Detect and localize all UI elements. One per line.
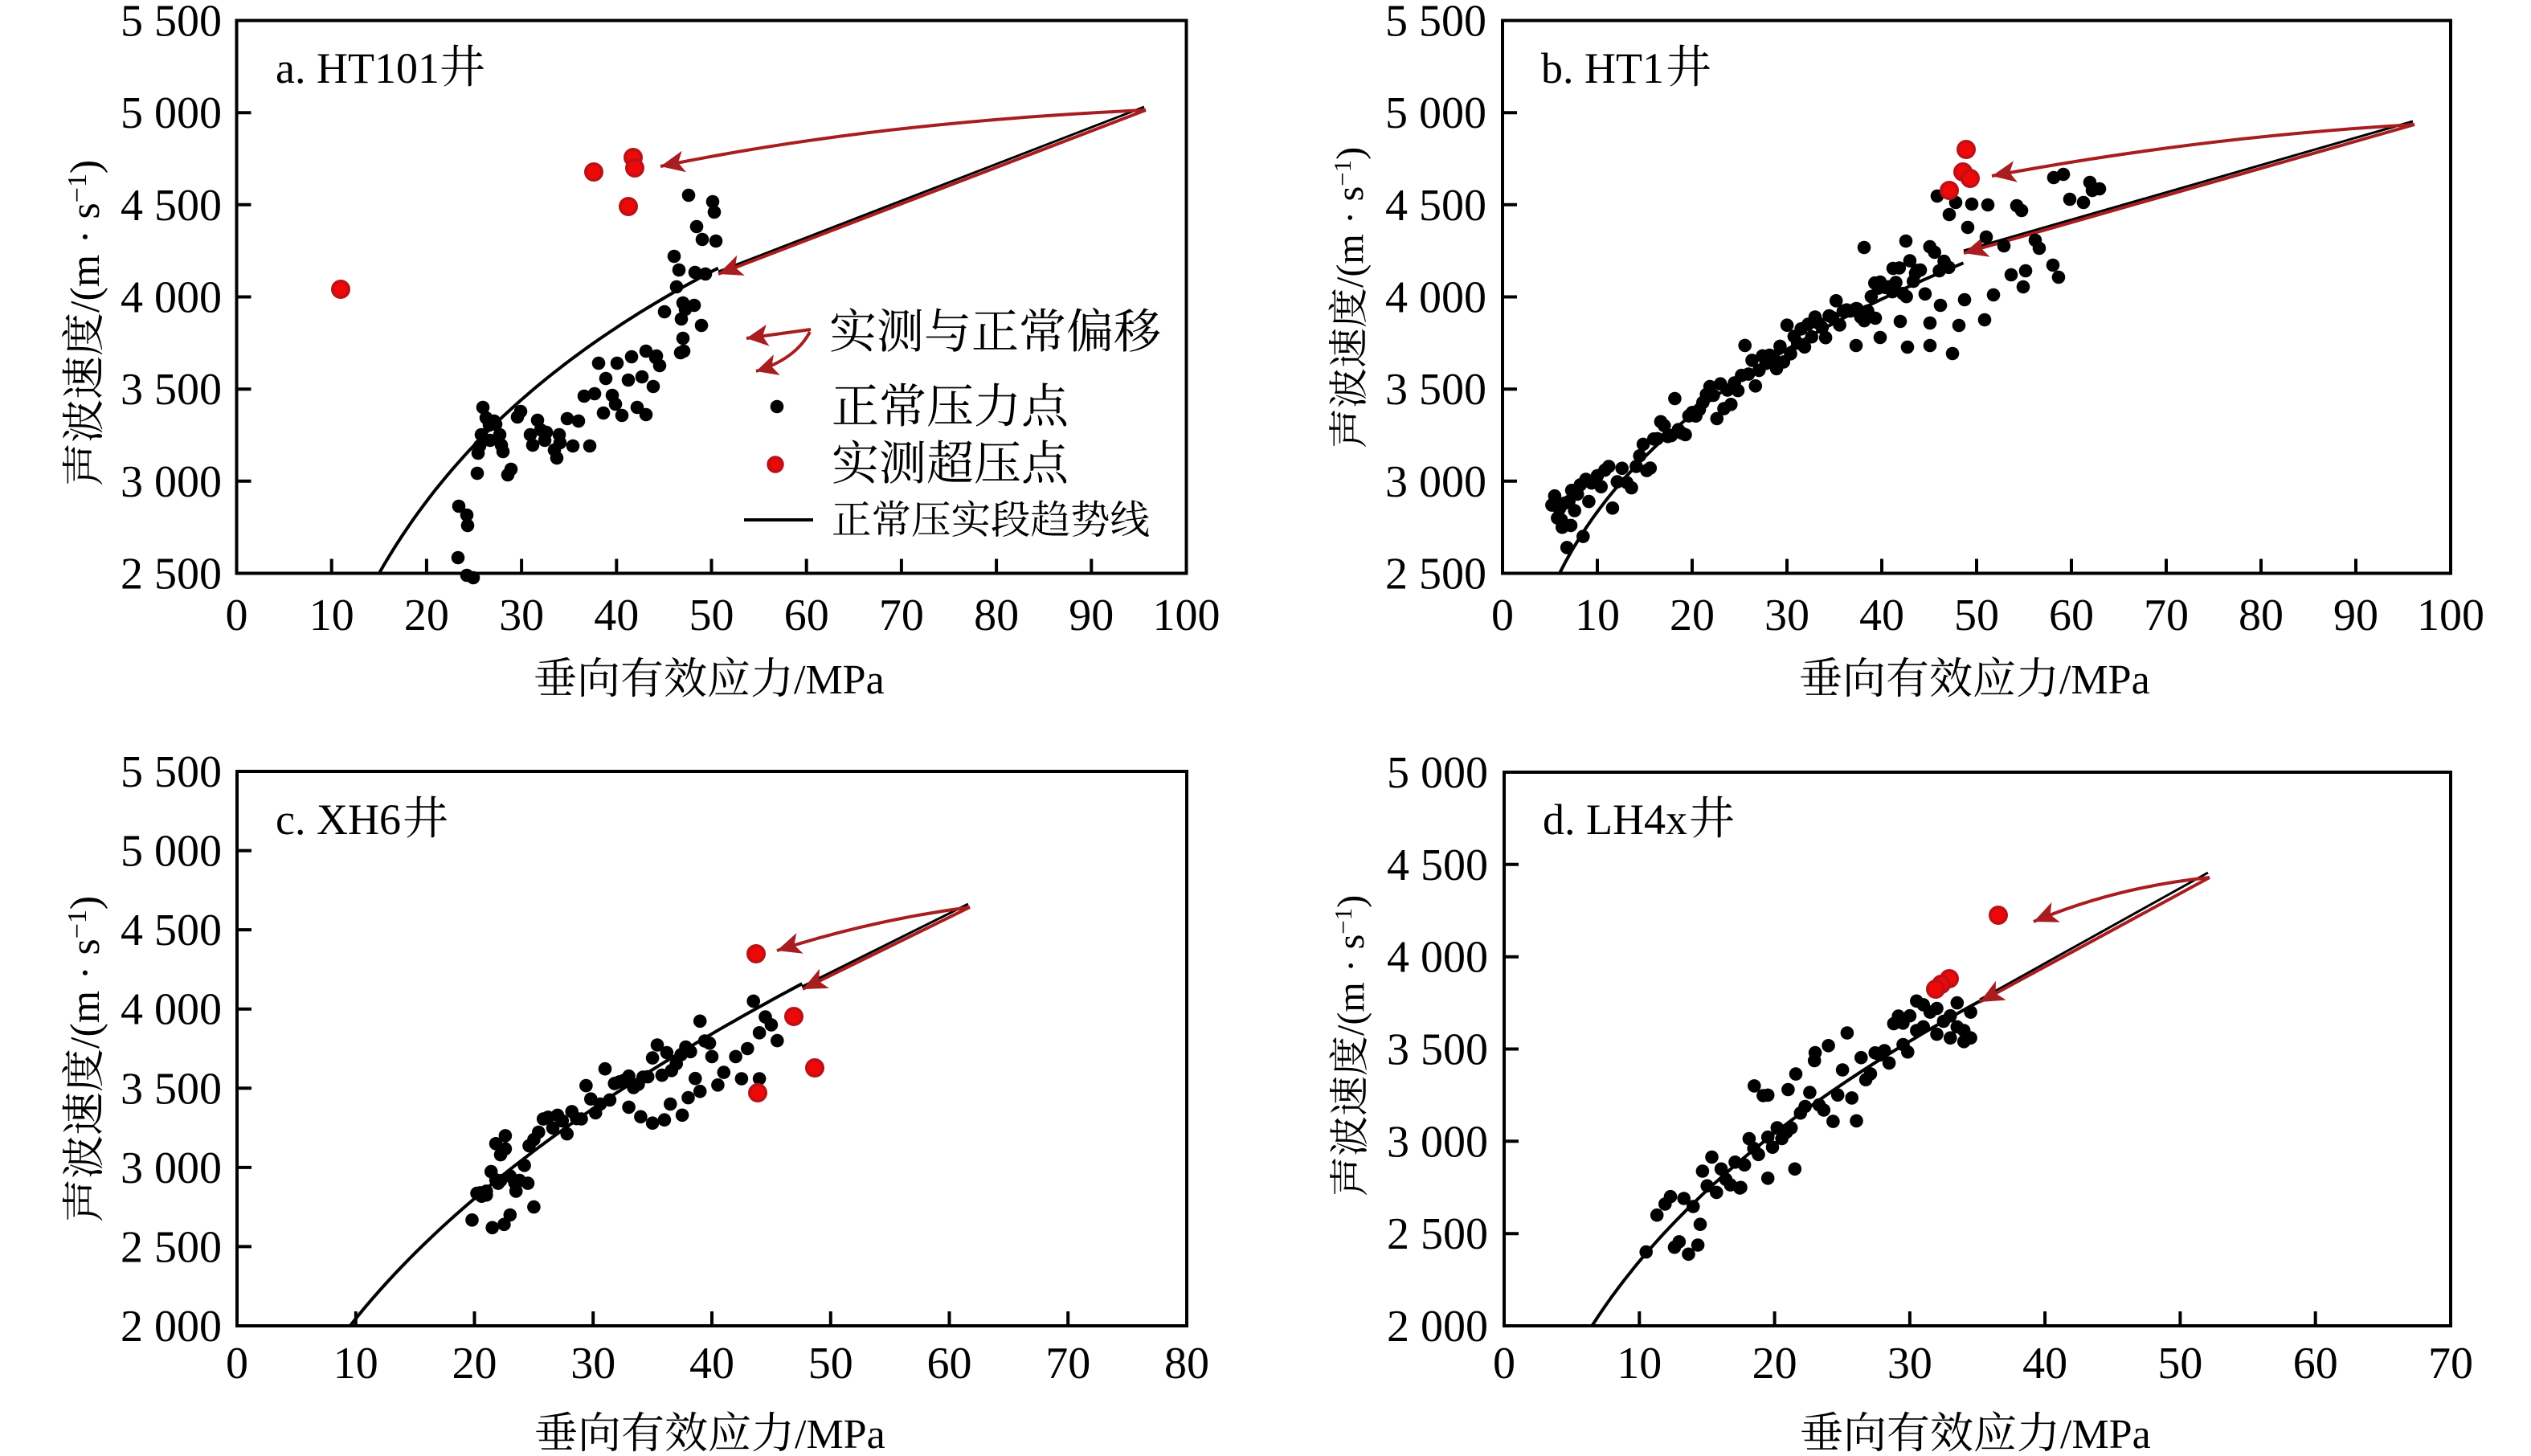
- svg-text:5 500: 5 500: [1385, 0, 1486, 47]
- svg-text:5 000: 5 000: [121, 88, 222, 138]
- svg-text:30: 30: [499, 591, 544, 640]
- svg-text:60: 60: [927, 1339, 972, 1389]
- svg-text:d. LH4x: d. LH4x: [1543, 795, 1687, 844]
- svg-text:30: 30: [570, 1339, 615, 1389]
- svg-text:20: 20: [452, 1339, 497, 1389]
- svg-text:10: 10: [309, 591, 354, 640]
- svg-text:80: 80: [974, 591, 1019, 640]
- svg-text:0: 0: [1493, 1339, 1515, 1389]
- svg-text:100: 100: [1153, 591, 1221, 640]
- svg-text:60: 60: [784, 591, 829, 640]
- svg-text:20: 20: [1670, 591, 1715, 640]
- svg-text:30: 30: [1887, 1339, 1932, 1389]
- svg-text:s−1): s−1): [63, 896, 108, 955]
- svg-text:3 500: 3 500: [1387, 1025, 1488, 1075]
- svg-text:10: 10: [1617, 1339, 1662, 1389]
- svg-text:50: 50: [2157, 1339, 2202, 1389]
- svg-text:2 000: 2 000: [121, 1302, 222, 1352]
- svg-text:90: 90: [1069, 591, 1114, 640]
- svg-text:·: ·: [63, 966, 108, 980]
- svg-text:40: 40: [2022, 1339, 2067, 1389]
- svg-text:b. HT1: b. HT1: [1541, 44, 1664, 92]
- svg-text:40: 40: [1859, 591, 1904, 640]
- svg-text:4 500: 4 500: [1387, 840, 1488, 890]
- svg-text:90: 90: [2333, 591, 2378, 640]
- svg-text:/MPa: /MPa: [794, 657, 885, 703]
- svg-text:/MPa: /MPa: [2059, 657, 2150, 703]
- svg-text:3 000: 3 000: [1385, 457, 1486, 507]
- svg-text:2 500: 2 500: [1387, 1209, 1488, 1259]
- svg-text:a. HT101: a. HT101: [276, 44, 440, 92]
- svg-text:2 500: 2 500: [1385, 550, 1486, 599]
- svg-text:5 000: 5 000: [1387, 748, 1488, 798]
- svg-text:0: 0: [1491, 591, 1514, 640]
- svg-text:70: 70: [2428, 1339, 2473, 1389]
- svg-text:/MPa: /MPa: [795, 1412, 885, 1456]
- svg-text:/(m: /(m: [63, 255, 108, 313]
- svg-text:·: ·: [1330, 959, 1372, 972]
- svg-text:/(m: /(m: [1330, 982, 1372, 1036]
- svg-text:5 500: 5 500: [121, 747, 222, 797]
- svg-text:4 000: 4 000: [1385, 273, 1486, 323]
- svg-text:50: 50: [689, 591, 734, 640]
- svg-text:80: 80: [1164, 1339, 1209, 1389]
- svg-text:c. XH6: c. XH6: [276, 795, 401, 844]
- svg-text:2 500: 2 500: [121, 550, 222, 599]
- svg-text:60: 60: [2293, 1339, 2338, 1389]
- svg-text:4 000: 4 000: [1387, 933, 1488, 983]
- svg-text:·: ·: [63, 230, 108, 243]
- svg-text:100: 100: [2417, 591, 2484, 640]
- svg-text:70: 70: [1045, 1339, 1090, 1389]
- svg-text:4 000: 4 000: [121, 985, 222, 1035]
- svg-text:5 000: 5 000: [121, 827, 222, 877]
- svg-text:2 000: 2 000: [1387, 1302, 1488, 1352]
- svg-text:/(m: /(m: [1329, 234, 1372, 288]
- svg-text:10: 10: [1575, 591, 1620, 640]
- svg-text:/MPa: /MPa: [2060, 1412, 2151, 1456]
- svg-text:3 500: 3 500: [121, 1064, 222, 1114]
- svg-text:0: 0: [226, 1339, 248, 1389]
- svg-text:2 500: 2 500: [121, 1222, 222, 1272]
- svg-text:50: 50: [1954, 591, 1999, 640]
- svg-text:20: 20: [1752, 1339, 1797, 1389]
- svg-text:4 500: 4 500: [121, 181, 222, 231]
- svg-text:·: ·: [1329, 211, 1372, 224]
- svg-text:4 500: 4 500: [1385, 181, 1486, 231]
- svg-text:3 000: 3 000: [121, 1143, 222, 1193]
- svg-text:10: 10: [333, 1339, 378, 1389]
- svg-text:70: 70: [879, 591, 924, 640]
- svg-text:3 000: 3 000: [1387, 1117, 1488, 1167]
- svg-text:30: 30: [1764, 591, 1809, 640]
- svg-text:5 500: 5 500: [121, 0, 222, 47]
- svg-text:80: 80: [2239, 591, 2284, 640]
- svg-text:40: 40: [689, 1339, 734, 1389]
- svg-text:3 000: 3 000: [121, 457, 222, 507]
- svg-text:4 500: 4 500: [121, 906, 222, 955]
- svg-text:0: 0: [226, 591, 248, 640]
- svg-text:60: 60: [2049, 591, 2094, 640]
- svg-text:50: 50: [808, 1339, 853, 1389]
- svg-text:/(m: /(m: [63, 991, 108, 1049]
- svg-text:40: 40: [594, 591, 639, 640]
- svg-text:4 000: 4 000: [121, 273, 222, 323]
- svg-text:70: 70: [2144, 591, 2189, 640]
- svg-text:s−1): s−1): [1328, 147, 1372, 202]
- svg-text:5 000: 5 000: [1385, 88, 1486, 138]
- svg-text:3 500: 3 500: [1385, 365, 1486, 415]
- svg-text:3 500: 3 500: [121, 365, 222, 415]
- svg-text:20: 20: [404, 591, 449, 640]
